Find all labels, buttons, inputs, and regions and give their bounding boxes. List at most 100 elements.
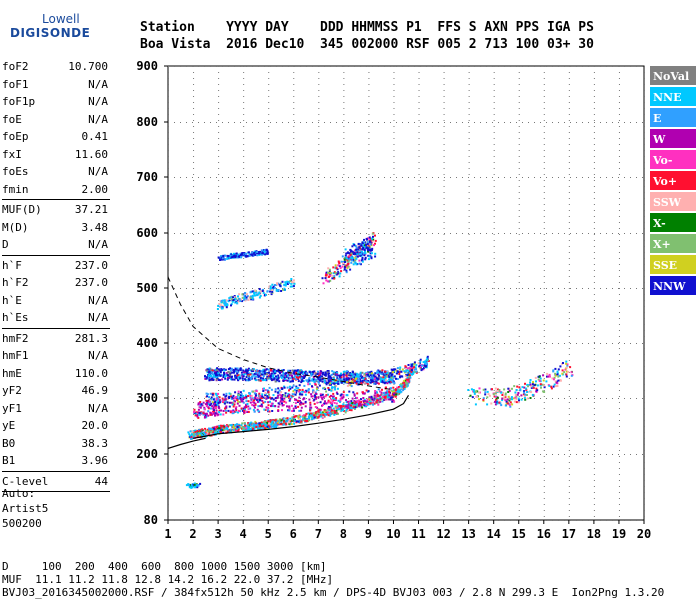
grid-dot-y: [168, 288, 169, 289]
grid-dot-x: [568, 96, 570, 97]
grid-dot-x: [418, 306, 420, 307]
echo-point: [374, 382, 377, 385]
grid-dot-y: [192, 288, 193, 289]
echo-point: [390, 389, 393, 392]
echo-point: [302, 390, 305, 393]
echo-point: [243, 428, 246, 431]
grid-dot-x: [243, 306, 245, 307]
echo-point: [310, 372, 313, 375]
grid-dot-y: [234, 233, 235, 234]
grid-dot-y: [192, 66, 193, 67]
grid-dot-y: [564, 177, 565, 178]
grid-dot-x: [243, 204, 245, 205]
echo-point: [302, 371, 305, 374]
grid-dot-x: [368, 516, 370, 517]
grid-dot-x: [468, 480, 470, 481]
grid-dot-x: [618, 432, 620, 433]
echo-point: [404, 385, 407, 388]
grid-dot-x: [518, 168, 520, 169]
grid-dot-y: [264, 343, 265, 344]
grid-dot-x: [343, 120, 345, 121]
grid-dot-x: [243, 144, 245, 145]
echo-point: [377, 382, 380, 385]
grid-dot-y: [306, 398, 307, 399]
grid-dot-y: [450, 122, 451, 123]
grid-dot-x: [393, 102, 395, 103]
grid-dot-x: [393, 180, 395, 181]
grid-dot-y: [246, 520, 247, 521]
grid-dot-x: [393, 516, 395, 517]
grid-dot-x: [593, 78, 595, 79]
grid-dot-x: [393, 360, 395, 361]
echo-point: [194, 433, 197, 436]
echo-point: [389, 372, 392, 375]
grid-dot-y: [240, 66, 241, 67]
echo-point: [333, 409, 336, 412]
grid-dot-y: [456, 288, 457, 289]
grid-dot-y: [570, 343, 571, 344]
grid-dot-y: [288, 398, 289, 399]
echo-point: [297, 375, 300, 378]
echo-point: [242, 374, 245, 377]
grid-dot-x: [468, 90, 470, 91]
echo-point: [280, 391, 283, 394]
grid-dot-x: [268, 462, 270, 463]
echo-point: [319, 371, 322, 374]
grid-dot-y: [420, 177, 421, 178]
grid-dot-x: [593, 324, 595, 325]
grid-dot-y: [306, 177, 307, 178]
echo-point: [313, 412, 316, 415]
grid-dot-y: [498, 288, 499, 289]
echo-point: [251, 368, 254, 371]
grid-dot-x: [518, 474, 520, 475]
grid-dot-x: [493, 354, 495, 355]
grid-dot-y: [486, 398, 487, 399]
grid-dot-x: [568, 132, 570, 133]
grid-dot-y: [492, 233, 493, 234]
grid-dot-y: [258, 288, 259, 289]
echo-point: [205, 369, 208, 372]
grid-dot-y: [234, 343, 235, 344]
grid-dot-y: [330, 288, 331, 289]
grid-dot-x: [518, 126, 520, 127]
grid-dot-x: [543, 444, 545, 445]
grid-dot-x: [368, 162, 370, 163]
grid-dot-y: [594, 398, 595, 399]
echo-point: [345, 374, 348, 377]
grid-dot-y: [228, 177, 229, 178]
grid-dot-y: [222, 454, 223, 455]
grid-dot-x: [343, 222, 345, 223]
grid-dot-x: [168, 426, 169, 427]
grid-dot-x: [468, 240, 470, 241]
grid-dot-x: [218, 168, 220, 169]
echo-point: [304, 370, 307, 373]
grid-dot-x: [568, 120, 570, 121]
grid-dot-x: [644, 312, 645, 313]
grid-dot-x: [368, 420, 370, 421]
echo-point: [323, 386, 326, 389]
grid-dot-x: [418, 390, 420, 391]
grid-dot-x: [443, 510, 445, 511]
grid-dot-x: [168, 90, 169, 91]
grid-dot-y: [174, 288, 175, 289]
grid-dot-x: [418, 78, 420, 79]
grid-dot-x: [193, 270, 195, 271]
echo-point: [309, 413, 311, 416]
grid-dot-x: [418, 432, 420, 433]
grid-dot-x: [368, 480, 370, 481]
grid-dot-y: [624, 122, 625, 123]
grid-dot-y: [630, 66, 631, 67]
echo-point: [188, 435, 191, 438]
grid-dot-x: [543, 498, 545, 499]
grid-dot-x: [593, 210, 595, 211]
grid-dot-x: [493, 264, 495, 265]
grid-dot-x: [593, 390, 595, 391]
grid-dot-x: [443, 450, 445, 451]
echo-point: [374, 400, 377, 403]
grid-dot-x: [218, 312, 220, 313]
grid-dot-x: [193, 480, 195, 481]
grid-dot-x: [193, 84, 195, 85]
echo-point: [327, 414, 330, 417]
grid-dot-x: [493, 300, 495, 301]
grid-dot-x: [518, 66, 520, 67]
